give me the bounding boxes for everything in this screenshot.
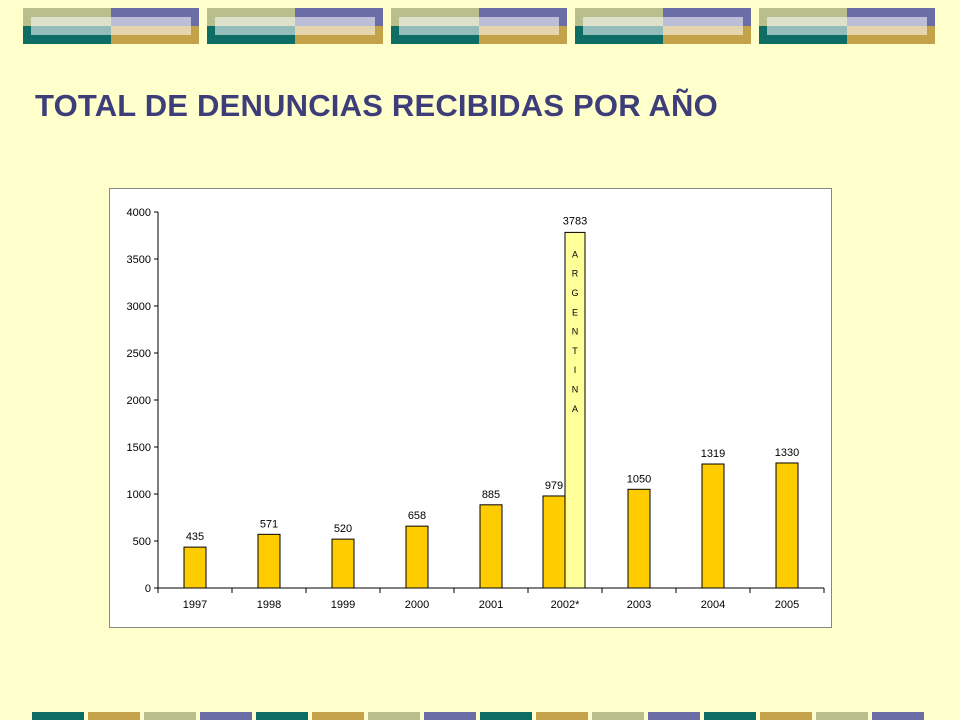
band-segment (648, 712, 700, 720)
x-tick-label: 1999 (331, 599, 355, 611)
band-segment (816, 712, 868, 720)
argentina-bar (564, 231, 586, 589)
chart-area: 0 500 1000 1500 2000 2500 3000 3500 4000 435 1997 5… (109, 188, 832, 628)
y-tick-label: 1000 (127, 489, 151, 501)
y-tick-label: 4000 (127, 207, 151, 219)
bar-value-label: 435 (186, 531, 204, 543)
band-segment (760, 712, 812, 720)
argentina-label-letter: I (574, 365, 577, 375)
bar (479, 504, 503, 589)
y-tick-label: 1500 (127, 442, 151, 454)
x-tick-label: 2001 (479, 599, 503, 611)
band-segment (200, 712, 252, 720)
bar-value-label: 571 (260, 518, 278, 530)
argentina-label-letter: R (572, 269, 579, 279)
band-segment (88, 712, 140, 720)
band-segment (592, 712, 644, 720)
bar-value-label: 658 (408, 510, 426, 522)
bar (775, 462, 799, 589)
argentina-label-letter: T (572, 346, 578, 356)
x-tick-label: 2005 (775, 599, 799, 611)
y-tick-label: 3000 (127, 301, 151, 313)
bottom-decorative-band (32, 712, 932, 720)
bar (331, 538, 355, 589)
band-segment (256, 712, 308, 720)
bar (405, 525, 429, 589)
bar-value-label: 1050 (627, 473, 651, 485)
band-tile (759, 8, 935, 44)
bar (627, 488, 651, 589)
argentina-value-label: 3783 (563, 215, 587, 227)
bar-chart: 0 500 1000 1500 2000 2500 3000 3500 4000 435 1997 5… (127, 207, 825, 611)
y-tick-label: 3500 (127, 254, 151, 266)
y-tick-label: 500 (133, 536, 151, 548)
band-segment (144, 712, 196, 720)
x-tick-label: 2000 (405, 599, 429, 611)
x-tick-label: 2004 (701, 599, 725, 611)
argentina-label-letter: G (571, 288, 578, 298)
x-tick-label: 1998 (257, 599, 281, 611)
argentina-label-letter: N (572, 384, 579, 394)
band-segment (704, 712, 756, 720)
slide-title: TOTAL DE DENUNCIAS RECIBIDAS POR AÑO (35, 88, 718, 123)
band-tile (23, 8, 199, 44)
band-segment (872, 712, 924, 720)
argentina-label-letter: A (572, 249, 578, 259)
y-tick-label: 2500 (127, 348, 151, 360)
band-segment (312, 712, 364, 720)
bar (183, 546, 207, 589)
x-tick-label: 2002* (551, 599, 580, 611)
bar (257, 533, 281, 589)
top-decorative-band (23, 8, 937, 44)
bar (542, 495, 566, 589)
bar-value-label: 979 (545, 480, 563, 492)
band-segment (32, 712, 84, 720)
bar (701, 463, 725, 589)
band-segment (368, 712, 420, 720)
bar-value-label: 520 (334, 523, 352, 535)
x-tick-label: 2003 (627, 599, 651, 611)
band-tile (207, 8, 383, 44)
bar-value-label: 1319 (701, 448, 725, 460)
band-segment (424, 712, 476, 720)
x-tick-label: 1997 (183, 599, 207, 611)
argentina-label-letter: N (572, 327, 579, 337)
band-tile (575, 8, 751, 44)
band-tile (391, 8, 567, 44)
band-segment (480, 712, 532, 720)
bar-value-label: 1330 (775, 447, 799, 459)
y-tick-label: 2000 (127, 395, 151, 407)
band-segment (536, 712, 588, 720)
argentina-label-letter: A (572, 404, 578, 414)
argentina-label-letter: E (572, 307, 578, 317)
bar-value-label: 885 (482, 489, 500, 501)
y-tick-label: 0 (145, 583, 151, 595)
